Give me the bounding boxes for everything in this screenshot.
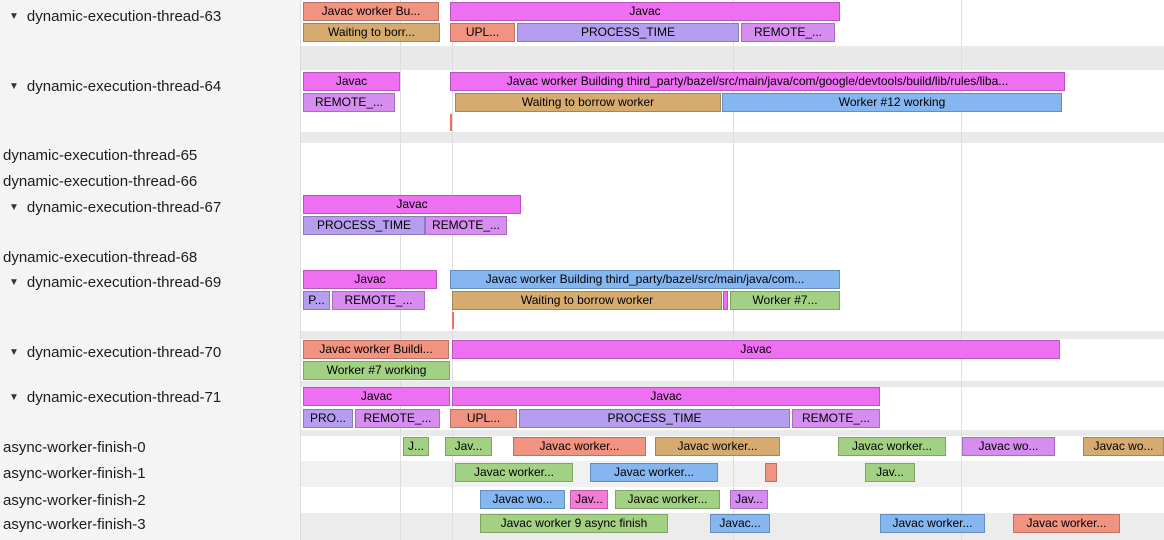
trace-slice[interactable]: Javac bbox=[452, 387, 880, 406]
trace-slice[interactable]: Waiting to borrow worker bbox=[455, 93, 721, 112]
trace-slice[interactable]: Javac wo... bbox=[1083, 437, 1164, 456]
track-name: dynamic-execution-thread-66 bbox=[3, 172, 198, 190]
track-name: async-worker-finish-2 bbox=[3, 491, 146, 509]
trace-slice[interactable]: REMOTE_... bbox=[792, 409, 880, 428]
collapse-triangle-icon[interactable]: ▼ bbox=[9, 10, 19, 22]
trace-slice[interactable]: Javac worker Buildi... bbox=[303, 340, 449, 359]
trace-slice[interactable]: PROCESS_TIME bbox=[519, 409, 790, 428]
trace-slice[interactable]: Javac... bbox=[710, 514, 770, 533]
track-name: dynamic-execution-thread-69 bbox=[26, 273, 222, 291]
track-name: async-worker-finish-3 bbox=[3, 515, 146, 533]
trace-slice[interactable]: PROCESS_TIME bbox=[517, 23, 739, 42]
track-name: dynamic-execution-thread-71 bbox=[26, 388, 222, 406]
trace-slice[interactable]: Javac worker... bbox=[880, 514, 985, 533]
trace-slice[interactable]: PROCESS_TIME bbox=[303, 216, 425, 235]
row-band bbox=[300, 430, 1164, 436]
trace-slice[interactable]: Javac wo... bbox=[962, 437, 1055, 456]
trace-slice[interactable]: Javac worker 9 async finish bbox=[480, 514, 668, 533]
trace-slice[interactable]: Javac worker... bbox=[615, 490, 720, 509]
trace-slice[interactable]: UPL... bbox=[450, 23, 515, 42]
row-band bbox=[300, 132, 1164, 143]
track-name: async-worker-finish-0 bbox=[3, 438, 146, 456]
track-label[interactable]: async-worker-finish-3 bbox=[0, 514, 300, 534]
trace-slice[interactable]: Javac worker... bbox=[838, 437, 946, 456]
track-sidebar: ▼ dynamic-execution-thread-63 ▼ dynamic-exe… bbox=[0, 0, 301, 540]
row-band bbox=[300, 461, 1164, 487]
track-label[interactable]: async-worker-finish-1 bbox=[0, 463, 300, 483]
trace-slice[interactable]: Javac worker... bbox=[1013, 514, 1120, 533]
trace-slice[interactable]: UPL... bbox=[450, 409, 517, 428]
trace-slice[interactable]: Javac bbox=[303, 72, 400, 91]
trace-slice[interactable]: Waiting to borr... bbox=[303, 23, 440, 42]
trace-slice[interactable]: Jav... bbox=[865, 463, 915, 482]
track-label[interactable]: ▼ dynamic-execution-thread-69 bbox=[0, 272, 300, 292]
trace-slice[interactable]: Jav... bbox=[445, 437, 492, 456]
track-name: async-worker-finish-1 bbox=[3, 464, 146, 482]
track-label[interactable]: dynamic-execution-thread-66 bbox=[0, 171, 300, 191]
track-name: dynamic-execution-thread-67 bbox=[26, 198, 222, 216]
trace-slice[interactable]: REMOTE_... bbox=[303, 93, 395, 112]
collapse-triangle-icon[interactable]: ▼ bbox=[9, 201, 19, 213]
track-label[interactable]: ▼ dynamic-execution-thread-64 bbox=[0, 76, 300, 96]
flow-tick[interactable] bbox=[450, 114, 452, 131]
track-label[interactable]: ▼ dynamic-execution-thread-67 bbox=[0, 197, 300, 217]
track-label[interactable]: async-worker-finish-2 bbox=[0, 490, 300, 510]
track-name: dynamic-execution-thread-64 bbox=[26, 77, 222, 95]
trace-slice[interactable]: REMOTE_... bbox=[332, 291, 425, 310]
track-label[interactable]: async-worker-finish-0 bbox=[0, 437, 300, 457]
trace-slice[interactable]: PRO... bbox=[303, 409, 353, 428]
trace-slice[interactable]: Waiting to borrow worker bbox=[452, 291, 722, 310]
row-band bbox=[300, 46, 1164, 70]
trace-slice[interactable]: Javac wo... bbox=[480, 490, 565, 509]
row-band bbox=[300, 331, 1164, 339]
trace-slice[interactable]: Javac worker Building third_party/bazel/… bbox=[450, 72, 1065, 91]
track-label[interactable]: ▼ dynamic-execution-thread-63 bbox=[0, 6, 300, 26]
collapse-triangle-icon[interactable]: ▼ bbox=[9, 391, 19, 403]
time-gridline bbox=[961, 0, 962, 540]
track-name: dynamic-execution-thread-68 bbox=[3, 248, 198, 266]
collapse-triangle-icon[interactable]: ▼ bbox=[9, 346, 19, 358]
trace-slice[interactable]: Worker #7 working bbox=[303, 361, 450, 380]
trace-slice[interactable]: Javac worker... bbox=[513, 437, 646, 456]
trace-slice[interactable]: Jav... bbox=[570, 490, 608, 509]
track-label[interactable]: ▼ dynamic-execution-thread-71 bbox=[0, 387, 300, 407]
track-label[interactable]: ▼ dynamic-execution-thread-70 bbox=[0, 342, 300, 362]
collapse-triangle-icon[interactable]: ▼ bbox=[9, 276, 19, 288]
trace-slice[interactable]: J... bbox=[403, 437, 429, 456]
track-label[interactable]: dynamic-execution-thread-68 bbox=[0, 247, 300, 267]
trace-slice[interactable]: P... bbox=[303, 291, 330, 310]
flow-tick[interactable] bbox=[452, 312, 454, 329]
trace-slice[interactable]: Javac worker... bbox=[455, 463, 573, 482]
collapse-triangle-icon[interactable]: ▼ bbox=[9, 80, 19, 92]
trace-slice[interactable]: Javac worker... bbox=[590, 463, 718, 482]
track-name: dynamic-execution-thread-65 bbox=[3, 146, 198, 164]
trace-slice[interactable]: Javac worker Building third_party/bazel/… bbox=[450, 270, 840, 289]
trace-slice[interactable]: Worker #7... bbox=[730, 291, 840, 310]
trace-slice[interactable]: Javac worker... bbox=[655, 437, 780, 456]
trace-slice[interactable]: Worker #12 working bbox=[722, 93, 1062, 112]
trace-slice[interactable]: Jav... bbox=[730, 490, 768, 509]
trace-slice[interactable]: REMOTE_... bbox=[355, 409, 440, 428]
timeline-canvas[interactable]: Javac worker Bu... Javac Waiting to borr..… bbox=[300, 0, 1164, 540]
trace-slice[interactable]: Javac bbox=[303, 195, 521, 214]
track-name: dynamic-execution-thread-63 bbox=[26, 7, 222, 25]
trace-slice[interactable]: Javac worker Bu... bbox=[303, 2, 439, 21]
trace-slice[interactable]: Javac bbox=[450, 2, 840, 21]
track-name: dynamic-execution-thread-70 bbox=[26, 343, 222, 361]
trace-slice[interactable]: REMOTE_... bbox=[741, 23, 835, 42]
trace-slice[interactable]: Javac bbox=[303, 270, 437, 289]
trace-slice[interactable] bbox=[723, 291, 728, 310]
trace-slice[interactable]: Javac bbox=[452, 340, 1060, 359]
trace-slice[interactable]: Javac bbox=[303, 387, 450, 406]
track-label[interactable]: dynamic-execution-thread-65 bbox=[0, 145, 300, 165]
trace-slice[interactable] bbox=[765, 463, 777, 482]
trace-slice[interactable]: REMOTE_... bbox=[425, 216, 507, 235]
